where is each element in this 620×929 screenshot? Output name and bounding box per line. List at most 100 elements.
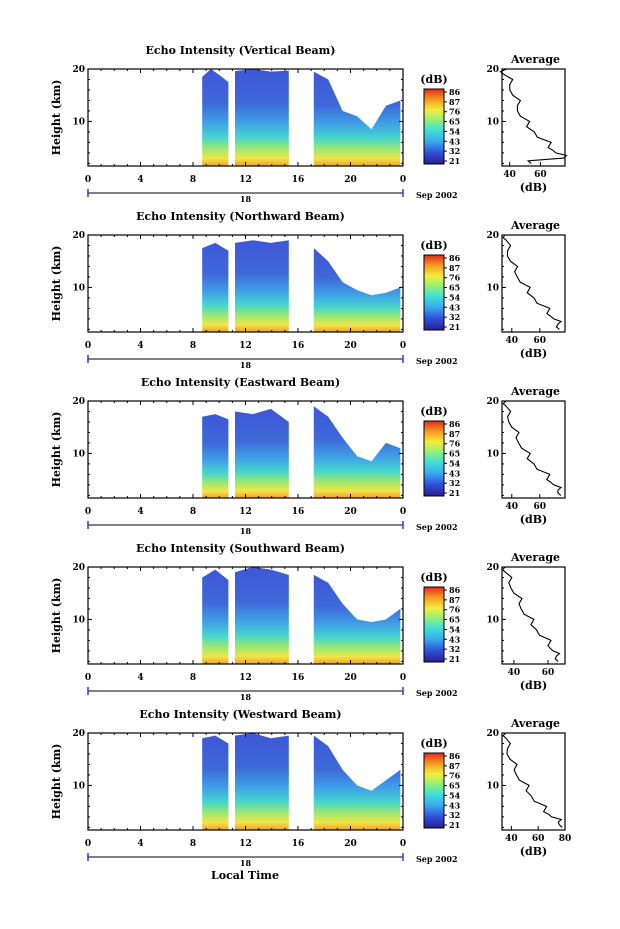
colorbar-tick-label: 32 bbox=[449, 146, 460, 156]
panel-title: Echo Intensity (Southward Beam) bbox=[136, 542, 345, 555]
profile-y-tick-label: 20 bbox=[486, 65, 499, 75]
y-tick-label: 10 bbox=[72, 615, 85, 625]
colorbar-unit: (dB) bbox=[420, 405, 447, 418]
heatmap-segment bbox=[313, 735, 401, 830]
colorbar-tick-label: 32 bbox=[449, 810, 460, 820]
date-label: 18 bbox=[240, 526, 252, 536]
heatmap-segment bbox=[202, 569, 229, 664]
heatmap-segment bbox=[235, 69, 289, 166]
profile-line bbox=[502, 234, 563, 330]
date-label: 18 bbox=[240, 360, 252, 370]
colorbar-tick-label: 86 bbox=[449, 419, 461, 429]
date-label: 18 bbox=[240, 858, 252, 868]
colorbar-unit: (dB) bbox=[420, 73, 447, 86]
colorbar-tick-label: 32 bbox=[449, 644, 460, 654]
colorbar-tick-label: 43 bbox=[449, 634, 461, 644]
colorbar-tick-label: 54 bbox=[449, 126, 461, 136]
y-axis-label: Height (km) bbox=[50, 246, 63, 322]
x-tick-label: 8 bbox=[190, 673, 196, 683]
profile-x-label: (dB) bbox=[520, 679, 547, 692]
profile-title: Average bbox=[510, 551, 560, 564]
y-axis-label: Height (km) bbox=[50, 412, 63, 488]
heatmap-segment bbox=[235, 240, 289, 332]
colorbar-tick-label: 21 bbox=[449, 820, 460, 830]
x-tick-label: 0 bbox=[400, 175, 406, 185]
colorbar bbox=[423, 88, 445, 165]
panel-title: Echo Intensity (Northward Beam) bbox=[136, 210, 345, 223]
profile-x-tick-label: 40 bbox=[508, 668, 521, 678]
colorbar-tick-label: 86 bbox=[449, 751, 461, 761]
profile-x-tick-label: 40 bbox=[505, 834, 518, 844]
x-tick-label: 12 bbox=[239, 175, 252, 185]
profile-y-tick-label: 10 bbox=[486, 117, 499, 127]
profile-x-label: (dB) bbox=[520, 513, 547, 526]
colorbar-tick-label: 43 bbox=[449, 800, 461, 810]
colorbar-tick-label: 54 bbox=[449, 624, 461, 634]
y-tick-label: 20 bbox=[72, 729, 85, 739]
colorbar-tick-label: 76 bbox=[449, 771, 461, 781]
y-tick-label: 10 bbox=[72, 117, 85, 127]
date-label: 18 bbox=[240, 692, 252, 702]
heatmap-segment bbox=[313, 406, 401, 498]
profile-x-tick-label: 40 bbox=[506, 502, 519, 512]
colorbar-tick-label: 54 bbox=[449, 458, 461, 468]
panel-0: Echo Intensity (Vertical Beam) 20 10 Height… bbox=[50, 44, 568, 204]
colorbar-tick-label: 65 bbox=[449, 449, 460, 459]
x-tick-label: 0 bbox=[85, 839, 91, 849]
profile-title: Average bbox=[510, 53, 560, 66]
profile-line bbox=[502, 732, 563, 828]
heatmap-segment bbox=[202, 735, 229, 830]
x-tick-label: 20 bbox=[344, 341, 357, 351]
colorbar-tick-label: 86 bbox=[449, 87, 461, 97]
date-suffix: Sep 2002 bbox=[416, 688, 458, 698]
date-suffix: Sep 2002 bbox=[416, 522, 458, 532]
y-axis-label: Height (km) bbox=[50, 80, 63, 156]
profile-x-tick-label: 60 bbox=[534, 336, 547, 346]
colorbar-tick-label: 54 bbox=[449, 292, 461, 302]
y-axis-label: Height (km) bbox=[50, 744, 63, 820]
x-tick-label: 20 bbox=[344, 507, 357, 517]
colorbar-tick-label: 32 bbox=[449, 312, 460, 322]
heatmap-segment bbox=[313, 574, 401, 664]
heatmap-segment bbox=[313, 248, 401, 332]
profile-x-label: (dB) bbox=[520, 845, 547, 858]
colorbar bbox=[423, 752, 445, 829]
x-tick-label: 0 bbox=[400, 839, 406, 849]
y-tick-label: 20 bbox=[72, 65, 85, 75]
x-tick-label: 4 bbox=[137, 507, 143, 517]
date-suffix: Sep 2002 bbox=[416, 854, 458, 864]
panel-title: Echo Intensity (Westward Beam) bbox=[139, 708, 341, 721]
x-tick-label: 0 bbox=[85, 341, 91, 351]
x-tick-label: 0 bbox=[400, 673, 406, 683]
x-tick-label: 16 bbox=[292, 341, 305, 351]
profile-line bbox=[499, 68, 568, 164]
colorbar-tick-label: 86 bbox=[449, 253, 461, 263]
x-tick-label: 20 bbox=[344, 839, 357, 849]
x-tick-label: 12 bbox=[239, 507, 252, 517]
x-tick-label: 4 bbox=[137, 673, 143, 683]
profile-y-tick-label: 20 bbox=[486, 563, 499, 573]
x-tick-label: 0 bbox=[85, 673, 91, 683]
profile-y-tick-label: 10 bbox=[486, 449, 499, 459]
heatmap-segment bbox=[235, 567, 289, 664]
panel-3: Echo Intensity (Southward Beam) 20 10 Heigh… bbox=[50, 542, 566, 702]
profile-y-tick-label: 20 bbox=[486, 231, 499, 241]
profile-y-tick-label: 10 bbox=[486, 781, 499, 791]
date-label: 18 bbox=[240, 194, 252, 204]
colorbar-tick-label: 65 bbox=[449, 283, 460, 293]
colorbar bbox=[423, 420, 445, 497]
x-tick-label: 8 bbox=[190, 175, 196, 185]
panel-title: Echo Intensity (Vertical Beam) bbox=[145, 44, 335, 57]
colorbar-tick-label: 21 bbox=[449, 488, 460, 498]
x-tick-label: 16 bbox=[292, 175, 305, 185]
colorbar-tick-label: 87 bbox=[449, 595, 460, 605]
colorbar bbox=[423, 586, 445, 663]
colorbar-tick-label: 65 bbox=[449, 781, 460, 791]
x-tick-label: 0 bbox=[85, 175, 91, 185]
colorbar-tick-label: 87 bbox=[449, 429, 460, 439]
date-suffix: Sep 2002 bbox=[416, 356, 458, 366]
heatmap-segment bbox=[235, 733, 289, 830]
colorbar-tick-label: 87 bbox=[449, 761, 460, 771]
profile-title: Average bbox=[510, 717, 560, 730]
heatmap-segment bbox=[202, 414, 229, 498]
